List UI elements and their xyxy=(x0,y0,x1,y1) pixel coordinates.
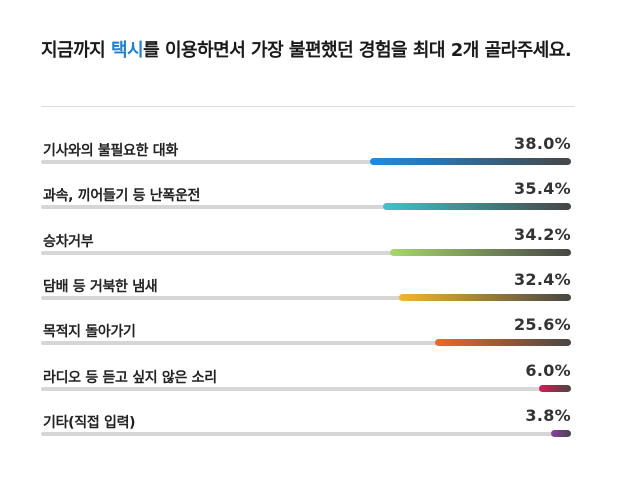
bar-label: 기사와의 불필요한 대화 xyxy=(43,143,178,159)
bar-row: 담배 등 거북한 냄새 32.4% xyxy=(41,270,575,316)
bar-track xyxy=(41,385,571,392)
bar-label: 과속, 끼어들기 등 난폭운전 xyxy=(43,188,201,204)
bar-track xyxy=(41,203,571,210)
question-highlight: 택시 xyxy=(111,40,144,61)
question-prefix: 지금까지 xyxy=(41,40,112,61)
bar-value-label: 3.8% xyxy=(525,406,571,425)
bar-row: 과속, 끼어들기 등 난폭운전 35.4% xyxy=(41,179,575,225)
bar-track xyxy=(41,249,571,256)
bar-label: 목적지 돌아가기 xyxy=(43,324,136,340)
bar-fill xyxy=(550,430,571,437)
bar-value-label: 6.0% xyxy=(525,361,571,380)
bar-label: 라디오 등 듣고 싶지 않은 소리 xyxy=(43,370,217,386)
bar-fill xyxy=(383,203,571,210)
bar-track xyxy=(41,158,571,165)
bar-label: 승차거부 xyxy=(43,234,94,250)
bar-fill xyxy=(435,339,571,346)
bar-track xyxy=(41,339,571,346)
bar-value-label: 38.0% xyxy=(513,134,571,153)
bar-value-label: 35.4% xyxy=(513,179,571,198)
bar-fill xyxy=(389,249,571,256)
bar-label: 담배 등 거북한 냄새 xyxy=(43,279,158,295)
bar-fill xyxy=(369,158,571,165)
title-divider xyxy=(41,106,575,107)
bar-row: 라디오 등 듣고 싶지 않은 소리 6.0% xyxy=(41,361,575,407)
bar-fill xyxy=(399,294,571,301)
bar-value-label: 25.6% xyxy=(513,315,571,334)
bar-row: 기타(직접 입력) 3.8% xyxy=(41,406,575,452)
bar-row: 기사와의 불필요한 대화 38.0% xyxy=(41,134,575,180)
bar-row: 목적지 돌아가기 25.6% xyxy=(41,315,575,361)
bar-value-label: 34.2% xyxy=(513,225,571,244)
bar-fill xyxy=(539,385,571,392)
bar-label: 기타(직접 입력) xyxy=(43,415,136,431)
bar-value-label: 32.4% xyxy=(513,270,571,289)
question-title: 지금까지 택시를 이용하면서 가장 불편했던 경험을 최대 2개 골라주세요. xyxy=(41,38,581,64)
question-suffix: 를 이용하면서 가장 불편했던 경험을 최대 2개 골라주세요. xyxy=(143,40,572,61)
bar-track xyxy=(41,294,571,301)
bar-row: 승차거부 34.2% xyxy=(41,225,575,271)
bar-track xyxy=(41,430,571,437)
